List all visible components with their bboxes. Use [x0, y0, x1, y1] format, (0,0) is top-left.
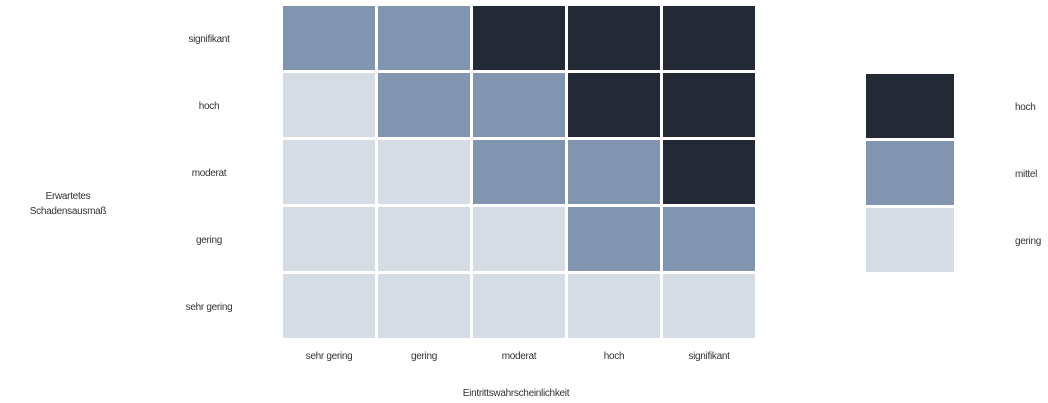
heatmap-cell-r3-c4 — [663, 207, 755, 271]
legend-label-hoch: hoch — [1015, 102, 1036, 113]
heatmap-cell-r1-c0 — [283, 73, 375, 137]
y-tick-label: sehr gering — [186, 302, 233, 313]
legend-label-gering: gering — [1015, 236, 1041, 247]
heatmap-cell-r0-c3 — [568, 6, 660, 70]
heatmap-cell-r3-c2 — [473, 207, 565, 271]
heatmap-cell-r4-c3 — [568, 274, 660, 338]
heatmap-cell-r2-c0 — [283, 140, 375, 204]
heatmap-cell-r0-c4 — [663, 6, 755, 70]
heatmap-cell-r1-c2 — [473, 73, 565, 137]
heatmap-cell-r2-c3 — [568, 140, 660, 204]
x-tick-label: hoch — [604, 351, 625, 362]
y-tick-label: signifikant — [188, 34, 230, 45]
heatmap-cell-r4-c4 — [663, 274, 755, 338]
heatmap-cell-r0-c2 — [473, 6, 565, 70]
legend: hoch mittel gering — [866, 74, 1041, 272]
y-tick-label: moderat — [192, 168, 227, 179]
heatmap-cell-r3-c1 — [378, 207, 470, 271]
x-tick-label: gering — [411, 351, 437, 362]
heatmap-cell-r1-c4 — [663, 73, 755, 137]
x-tick-label: sehr gering — [306, 351, 353, 362]
heatmap-cell-r0-c1 — [378, 6, 470, 70]
heatmap-cell-r4-c2 — [473, 274, 565, 338]
y-tick-label: gering — [196, 235, 222, 246]
y-tick-label: hoch — [199, 101, 220, 112]
heatmap-cell-r4-c1 — [378, 274, 470, 338]
y-axis-label: Erwartetes Schadensausmaß — [30, 191, 107, 217]
heatmap-cell-r2-c4 — [663, 140, 755, 204]
legend-label-mittel: mittel — [1015, 169, 1037, 180]
legend-swatch-mittel — [866, 141, 954, 205]
heatmap-cell-r1-c1 — [378, 73, 470, 137]
heatmap-cell-r0-c0 — [283, 6, 375, 70]
heatmap-cell-r4-c0 — [283, 274, 375, 338]
heatmap-cell-r2-c1 — [378, 140, 470, 204]
heatmap-cell-r3-c0 — [283, 207, 375, 271]
x-tick-label: signifikant — [688, 351, 730, 362]
legend-swatch-hoch — [866, 74, 954, 138]
x-tick-label: moderat — [502, 351, 537, 362]
legend-swatch-gering — [866, 208, 954, 272]
heatmap-cell-r2-c2 — [473, 140, 565, 204]
heatmap-cell-r3-c3 — [568, 207, 660, 271]
heatmap-cell-r1-c3 — [568, 73, 660, 137]
x-axis-label: Eintrittswahrscheinlichkeit — [463, 388, 570, 399]
